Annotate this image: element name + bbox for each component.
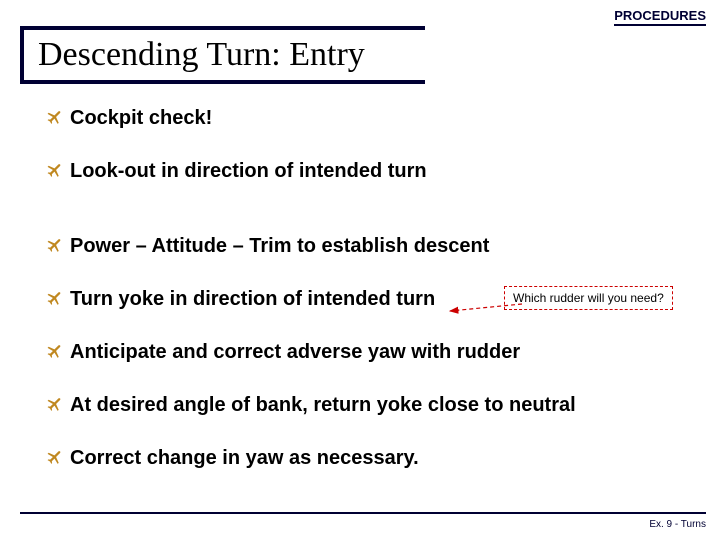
list-item: Anticipate and correct adverse yaw with … xyxy=(46,340,700,365)
airplane-icon xyxy=(46,395,64,413)
title-box: Descending Turn: Entry xyxy=(20,26,425,84)
footer-rule xyxy=(20,512,706,514)
bullet-text: At desired angle of bank, return yoke cl… xyxy=(70,393,576,418)
list-item: Power – Attitude – Trim to establish des… xyxy=(46,234,700,259)
bullet-text: Turn yoke in direction of intended turn xyxy=(70,287,435,312)
bullet-text: Correct change in yaw as necessary. xyxy=(70,446,419,471)
bullet-text: Anticipate and correct adverse yaw with … xyxy=(70,340,520,365)
airplane-icon xyxy=(46,289,64,307)
list-item: Correct change in yaw as necessary. xyxy=(46,446,700,471)
bullet-spacer xyxy=(46,212,700,234)
section-header: PROCEDURES xyxy=(614,8,706,26)
bullet-text: Look-out in direction of intended turn xyxy=(70,159,427,184)
list-item: At desired angle of bank, return yoke cl… xyxy=(46,393,700,418)
airplane-icon xyxy=(46,161,64,179)
list-item: Look-out in direction of intended turn xyxy=(46,159,700,184)
bullet-text: Cockpit check! xyxy=(70,106,212,131)
airplane-icon xyxy=(46,342,64,360)
bullet-text: Power – Attitude – Trim to establish des… xyxy=(70,234,489,259)
callout-box: Which rudder will you need? xyxy=(504,286,673,310)
callout-text: Which rudder will you need? xyxy=(513,291,664,305)
list-item: Cockpit check! xyxy=(46,106,700,131)
footer-text: Ex. 9 - Turns xyxy=(649,519,706,530)
airplane-icon xyxy=(46,108,64,126)
page-title: Descending Turn: Entry xyxy=(38,36,365,73)
airplane-icon xyxy=(46,236,64,254)
airplane-icon xyxy=(46,448,64,466)
